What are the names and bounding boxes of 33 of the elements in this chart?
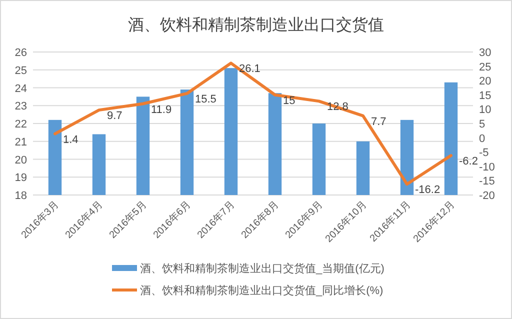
data-label: 15.5 [195,93,216,106]
data-label: 9.7 [107,110,122,122]
data-label: 15 [283,94,296,107]
legend-label: 酒、饮料和精制茶制造业出口交货值_同比增长(%) [140,284,384,297]
y-tick-label: 20 [14,154,27,166]
y-tick-label: 21 [14,136,27,148]
line-series [54,62,452,186]
data-label: -6.2 [459,156,478,168]
y2-tick-label: -5 [479,147,489,160]
y2-tick-label: 30 [479,47,492,59]
data-label: -16.2 [415,184,440,196]
y-tick-label: 22 [14,118,27,130]
y2-tick-label: 0 [479,132,486,145]
y-tick-label: 26 [14,47,27,59]
y2-tick-label: -15 [479,176,495,188]
data-label: 7.7 [371,116,386,128]
chart-title: 酒、饮料和精制茶制造业出口交货值 [128,16,384,34]
data-label: 11.9 [151,104,172,116]
y-tick-label: 25 [14,64,27,77]
y2-tick-label: -10 [479,161,495,174]
y2-tick-label: 15 [479,90,492,102]
y2-tick-label: 5 [479,118,486,130]
data-label: 1.4 [63,134,78,146]
y-tick-label: 24 [14,82,27,95]
y2-tick-label: 10 [479,104,492,116]
y2-tick-label: -20 [479,190,495,202]
y-tick-label: 23 [14,100,27,113]
legend-label: 酒、饮料和精制茶制造业出口交货值_当期值(亿元) [140,262,384,275]
y2-tick-label: 25 [479,61,492,74]
y-tick-label: 18 [14,190,27,202]
y2-tick-label: 20 [479,76,492,88]
data-label: 26.1 [239,63,260,76]
y-tick-label: 19 [14,172,27,184]
